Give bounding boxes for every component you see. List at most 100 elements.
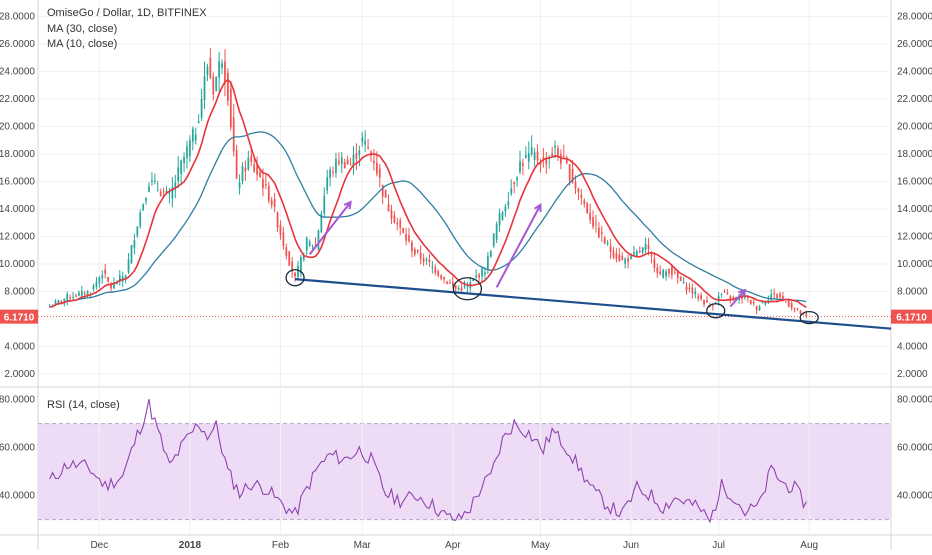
candle-body <box>364 140 367 145</box>
price-tick-label-right: 14.0000 <box>897 204 932 215</box>
candle-body <box>720 293 723 295</box>
price-tick-label-right: 4.0000 <box>897 342 928 353</box>
price-tick-label-right: 24.0000 <box>897 67 932 78</box>
candle-body <box>273 198 276 208</box>
candle-body <box>685 286 688 291</box>
price-tick-label-right: 12.0000 <box>897 232 932 243</box>
candle-body <box>75 295 77 297</box>
trend-arrow <box>729 289 746 308</box>
candle-body <box>440 275 443 279</box>
candle-body <box>565 157 568 164</box>
time-tick-label: Jun <box>623 540 639 550</box>
candle-body <box>770 294 773 299</box>
candle-body <box>755 306 758 311</box>
candle-body <box>422 258 425 263</box>
touch-circle <box>452 277 483 301</box>
candle-body <box>633 252 635 255</box>
candle-body <box>749 299 752 305</box>
candle-body <box>340 157 343 165</box>
price-tick-label-right: 22.0000 <box>897 94 932 105</box>
candle-body <box>711 305 714 307</box>
price-tick-label-right: 28.0000 <box>897 12 932 23</box>
candle-body <box>688 287 691 289</box>
candle-body <box>787 299 790 307</box>
candle-body <box>586 203 589 214</box>
price-pane <box>38 0 891 385</box>
candle-body <box>153 180 156 182</box>
price-tick-label-left: 14.0000 <box>0 204 35 215</box>
candle-body <box>124 275 127 280</box>
candle-body <box>481 268 483 277</box>
candle-body <box>183 157 185 164</box>
candle-body <box>489 251 492 257</box>
candle-body <box>83 293 86 295</box>
candle-body <box>504 206 507 212</box>
candle-body <box>691 287 694 294</box>
candle-body <box>206 66 209 76</box>
candle-body <box>793 308 796 310</box>
rsi-band <box>38 423 891 520</box>
candle-body <box>349 164 352 166</box>
candle-body <box>726 293 729 295</box>
candle-body <box>533 152 536 160</box>
candle-body <box>288 251 291 266</box>
candle-body <box>679 276 682 282</box>
candle-body <box>411 242 413 252</box>
ma30-legend: MA (30, close) <box>47 23 118 35</box>
candle-body <box>779 293 781 298</box>
candle-body <box>113 282 115 289</box>
candle-body <box>133 240 136 248</box>
candle-body <box>650 254 653 257</box>
candle-body <box>545 157 548 165</box>
candle-body <box>329 169 331 178</box>
candle-body <box>463 285 466 287</box>
candle-body <box>285 247 288 256</box>
candle-body <box>498 213 501 226</box>
candle-body <box>402 227 405 233</box>
candle-body <box>370 151 372 156</box>
candle-body <box>717 296 720 302</box>
ma30-line <box>49 131 807 308</box>
price-tick-label-right: 18.0000 <box>897 149 932 160</box>
candle-body <box>165 190 168 193</box>
candle-body <box>48 306 51 308</box>
candle-body <box>621 256 624 261</box>
candle-body <box>253 164 256 172</box>
candle-body <box>338 160 340 164</box>
candle-body <box>378 168 381 178</box>
candle-body <box>805 313 808 317</box>
candle-body <box>790 302 793 309</box>
candle-body <box>335 158 337 174</box>
touch-circle <box>799 310 819 325</box>
candle-body <box>229 88 232 128</box>
candle-body <box>706 299 708 303</box>
candle-body <box>568 164 571 181</box>
candle-body <box>95 281 98 288</box>
candle-body <box>583 200 586 204</box>
candle-body <box>326 177 329 191</box>
candle-body <box>390 210 393 219</box>
candle-body <box>609 246 612 252</box>
candle-body <box>209 57 212 78</box>
time-tick-label: 2018 <box>179 540 202 550</box>
candle-body <box>758 306 761 311</box>
candle-body <box>291 261 294 272</box>
candle-body <box>130 245 133 264</box>
candle-body <box>367 147 369 149</box>
candle-body <box>78 292 80 296</box>
candle-body <box>560 154 562 164</box>
candle-body <box>615 253 618 259</box>
support-trendline <box>294 278 892 330</box>
price-tick-label-left: 10.0000 <box>0 259 35 270</box>
candle-body <box>732 296 735 298</box>
candle-body <box>358 150 361 156</box>
candle-body <box>180 160 183 174</box>
candle-body <box>638 250 641 253</box>
candle-body <box>449 282 451 284</box>
candle-body <box>279 225 282 235</box>
price-tick-label-left: 20.0000 <box>0 122 35 133</box>
time-tick-label: May <box>531 540 550 550</box>
price-tick-label-left: 26.0000 <box>0 39 35 50</box>
candle-body <box>709 305 711 307</box>
candle-body <box>241 166 244 181</box>
